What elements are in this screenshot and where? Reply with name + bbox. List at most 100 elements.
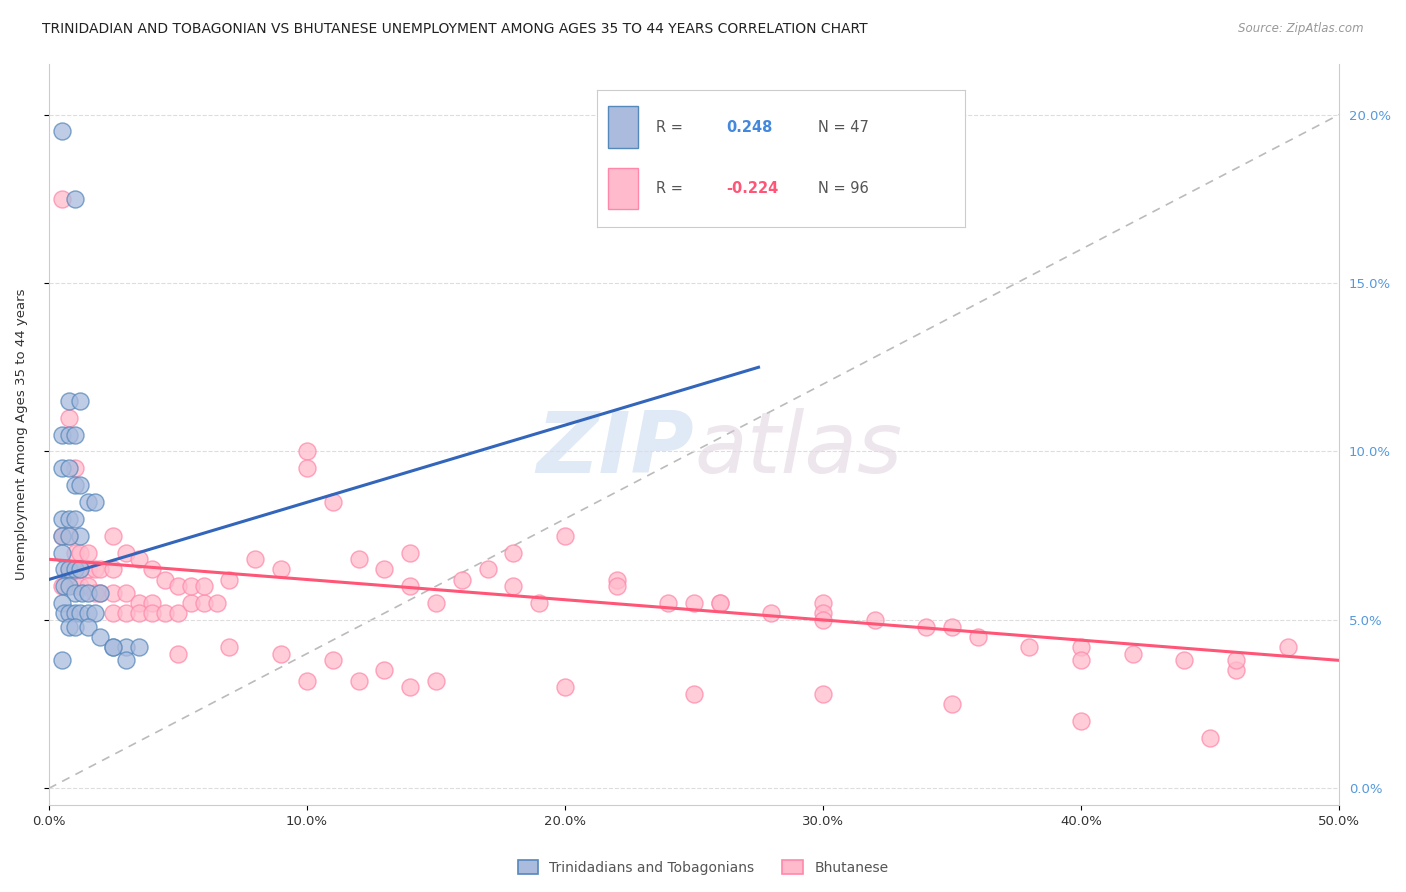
Point xyxy=(84,562,107,576)
Point xyxy=(153,606,176,620)
Point xyxy=(1225,653,1247,667)
Point xyxy=(69,545,91,559)
Point xyxy=(941,620,963,634)
Point xyxy=(167,647,190,661)
Point xyxy=(141,562,163,576)
Point xyxy=(141,596,163,610)
Point xyxy=(128,640,150,654)
Point xyxy=(218,640,240,654)
Point xyxy=(527,596,550,610)
Point xyxy=(1277,640,1299,654)
Point xyxy=(69,478,91,492)
Point xyxy=(51,529,73,543)
Point xyxy=(180,579,202,593)
Point xyxy=(58,579,80,593)
Point xyxy=(51,512,73,526)
Point xyxy=(709,596,731,610)
Point xyxy=(58,529,80,543)
Point xyxy=(63,545,86,559)
Point xyxy=(51,653,73,667)
Point xyxy=(53,579,76,593)
Point xyxy=(180,596,202,610)
Point xyxy=(84,606,107,620)
Point xyxy=(1070,653,1092,667)
Point xyxy=(270,647,292,661)
Point xyxy=(69,393,91,408)
Text: atlas: atlas xyxy=(695,408,903,491)
Point xyxy=(76,606,98,620)
Point xyxy=(58,562,80,576)
Point xyxy=(58,620,80,634)
Point xyxy=(193,579,215,593)
Point xyxy=(115,586,138,600)
Point xyxy=(863,613,886,627)
Point xyxy=(502,579,524,593)
Point xyxy=(51,579,73,593)
Point xyxy=(322,653,344,667)
Point xyxy=(761,606,783,620)
Point xyxy=(606,579,628,593)
Point xyxy=(103,529,125,543)
Point xyxy=(1122,647,1144,661)
Point xyxy=(63,579,86,593)
Point xyxy=(205,596,228,610)
Point xyxy=(69,579,91,593)
Point xyxy=(153,573,176,587)
Point xyxy=(76,620,98,634)
Y-axis label: Unemployment Among Ages 35 to 44 years: Unemployment Among Ages 35 to 44 years xyxy=(15,289,28,581)
Point xyxy=(115,606,138,620)
Point xyxy=(709,596,731,610)
Point xyxy=(51,427,73,442)
Point xyxy=(53,606,76,620)
Point xyxy=(69,562,91,576)
Point xyxy=(58,427,80,442)
Point xyxy=(63,586,86,600)
Point xyxy=(58,529,80,543)
Point xyxy=(51,192,73,206)
Point xyxy=(657,596,679,610)
Point xyxy=(63,478,86,492)
Point xyxy=(53,562,76,576)
Point xyxy=(167,579,190,593)
Point xyxy=(941,697,963,711)
Point xyxy=(89,562,111,576)
Point xyxy=(76,545,98,559)
Point xyxy=(450,573,472,587)
Point xyxy=(115,545,138,559)
Point xyxy=(63,620,86,634)
Point xyxy=(373,664,395,678)
Point xyxy=(915,620,938,634)
Point xyxy=(63,192,86,206)
Point xyxy=(89,630,111,644)
Point xyxy=(103,640,125,654)
Point xyxy=(76,579,98,593)
Point xyxy=(1070,714,1092,728)
Text: ZIP: ZIP xyxy=(536,408,695,491)
Point xyxy=(606,573,628,587)
Point xyxy=(966,630,988,644)
Point xyxy=(399,545,422,559)
Point xyxy=(76,495,98,509)
Point xyxy=(1225,664,1247,678)
Point xyxy=(554,529,576,543)
Point xyxy=(554,681,576,695)
Point xyxy=(167,606,190,620)
Point xyxy=(193,596,215,610)
Point xyxy=(58,512,80,526)
Point xyxy=(295,444,318,458)
Point xyxy=(103,586,125,600)
Point xyxy=(245,552,267,566)
Point xyxy=(399,681,422,695)
Point xyxy=(103,640,125,654)
Point xyxy=(425,596,447,610)
Point xyxy=(89,586,111,600)
Point xyxy=(1070,640,1092,654)
Point xyxy=(63,606,86,620)
Point xyxy=(218,573,240,587)
Point xyxy=(84,495,107,509)
Point xyxy=(63,461,86,475)
Point xyxy=(811,613,834,627)
Point xyxy=(115,640,138,654)
Point xyxy=(51,461,73,475)
Point xyxy=(1173,653,1195,667)
